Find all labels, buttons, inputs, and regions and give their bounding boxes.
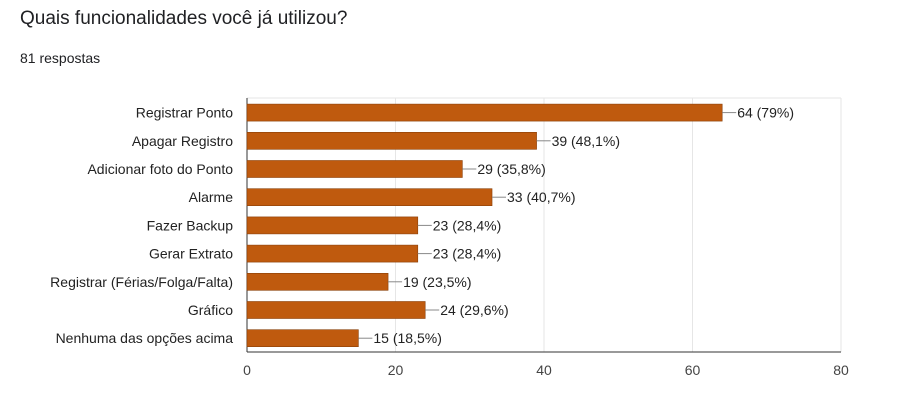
- x-tick-label-60: 60: [685, 362, 701, 378]
- data-label-4: 23 (28,4%): [433, 217, 501, 233]
- x-tick-label-0: 0: [243, 362, 251, 378]
- category-label-3: Alarme: [189, 189, 234, 205]
- data-label-5: 23 (28,4%): [433, 246, 501, 262]
- bar-3: [246, 188, 493, 206]
- bar-7: [246, 301, 426, 319]
- bar-4: [246, 216, 419, 235]
- bar-0: [246, 103, 723, 122]
- category-label-8: Nenhuma das opções acima: [56, 330, 234, 346]
- data-label-8: 15 (18,5%): [373, 330, 441, 346]
- response-count: 81 respostas: [20, 50, 101, 66]
- x-tick-label-80: 80: [833, 362, 849, 378]
- category-label-5: Gerar Extrato: [149, 246, 233, 262]
- data-label-7: 24 (29,6%): [440, 302, 508, 318]
- chart-title: Quais funcionalidades você já utilizou?: [20, 8, 348, 29]
- bar-2: [246, 160, 463, 178]
- data-label-0: 64 (79%): [737, 105, 794, 121]
- category-label-7: Gráfico: [188, 302, 233, 318]
- data-label-1: 39 (48,1%): [552, 133, 620, 149]
- category-label-6: Registrar (Férias/Folga/Falta): [50, 274, 233, 290]
- x-tick-label-20: 20: [388, 362, 404, 378]
- data-label-3: 33 (40,7%): [507, 189, 575, 205]
- x-tick-label-40: 40: [536, 362, 552, 378]
- bar-5: [246, 244, 419, 263]
- category-label-2: Adicionar foto do Ponto: [87, 161, 233, 177]
- category-label-0: Registrar Ponto: [136, 105, 233, 121]
- bar-1: [246, 132, 537, 150]
- data-label-2: 29 (35,8%): [477, 161, 545, 177]
- bar-6: [246, 272, 389, 291]
- category-label-4: Fazer Backup: [147, 217, 234, 233]
- data-label-6: 19 (23,5%): [403, 274, 471, 290]
- bar-8: [246, 329, 359, 348]
- category-label-1: Apagar Registro: [132, 133, 233, 149]
